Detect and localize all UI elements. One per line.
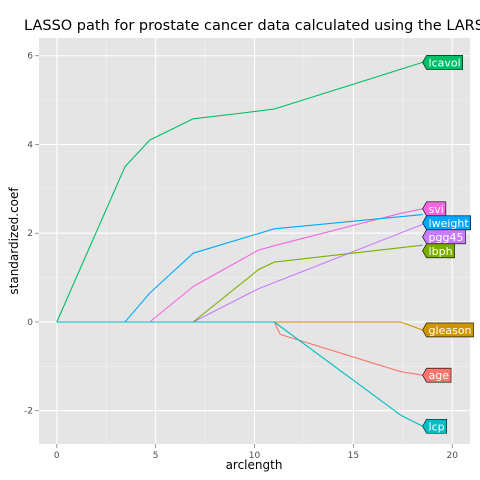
- series-label-box: [422, 322, 474, 338]
- y-tick-label: 6: [27, 52, 33, 62]
- y-tick-label: 4: [27, 140, 33, 150]
- series-label-text: lcavol: [429, 56, 461, 69]
- x-axis-title: arclength: [226, 458, 283, 472]
- series-label-text: pgg45: [429, 231, 464, 244]
- x-axis-ticks: 0 5 10 15 20: [54, 444, 458, 461]
- x-tick-label: 15: [348, 451, 359, 461]
- y-tick-label: 2: [27, 229, 33, 239]
- series-label-text: svi: [429, 203, 444, 216]
- series-line-lcp: [56, 321, 423, 427]
- x-tick-label: 0: [54, 451, 60, 461]
- series-label-lcp: lcp: [422, 418, 447, 434]
- series-label-text: age: [429, 369, 450, 382]
- series-label-svi: svi: [422, 201, 447, 217]
- y-axis-ticks: -2 0 2 4 6: [24, 52, 39, 417]
- series-label-box: [422, 418, 447, 434]
- series-label-box: [422, 55, 463, 70]
- y-axis-title: standardized.coef: [7, 187, 21, 295]
- chart-title: LASSO path for prostate cancer data calc…: [24, 18, 480, 34]
- series-label-gleason: gleason: [422, 322, 474, 338]
- series-label-box: [422, 229, 466, 245]
- series-label-lweight: lweight: [422, 215, 472, 231]
- series-label-text: gleason: [429, 324, 472, 337]
- series-label-text: lweight: [429, 217, 470, 230]
- x-tick-label: 20: [446, 451, 458, 461]
- x-tick-label: 10: [249, 451, 261, 461]
- series-lines: [56, 61, 423, 427]
- series-label-lcavol: lcavol: [422, 55, 463, 70]
- series-label-pgg45: pgg45: [422, 229, 466, 245]
- series-label-text: lcp: [429, 420, 445, 433]
- series-label-box: [422, 243, 455, 259]
- series-label-box: [422, 215, 472, 231]
- series-line-lcavol: [56, 61, 423, 323]
- y-tick-label: 0: [27, 318, 33, 328]
- series-label-box: [422, 201, 447, 217]
- y-tick-label: -2: [24, 407, 33, 417]
- x-tick-label: 5: [153, 451, 159, 461]
- series-label-lbph: lbph: [422, 243, 455, 259]
- series-label-age: age: [422, 367, 452, 383]
- series-label-text: lbph: [429, 245, 453, 258]
- series-label-box: [422, 367, 452, 383]
